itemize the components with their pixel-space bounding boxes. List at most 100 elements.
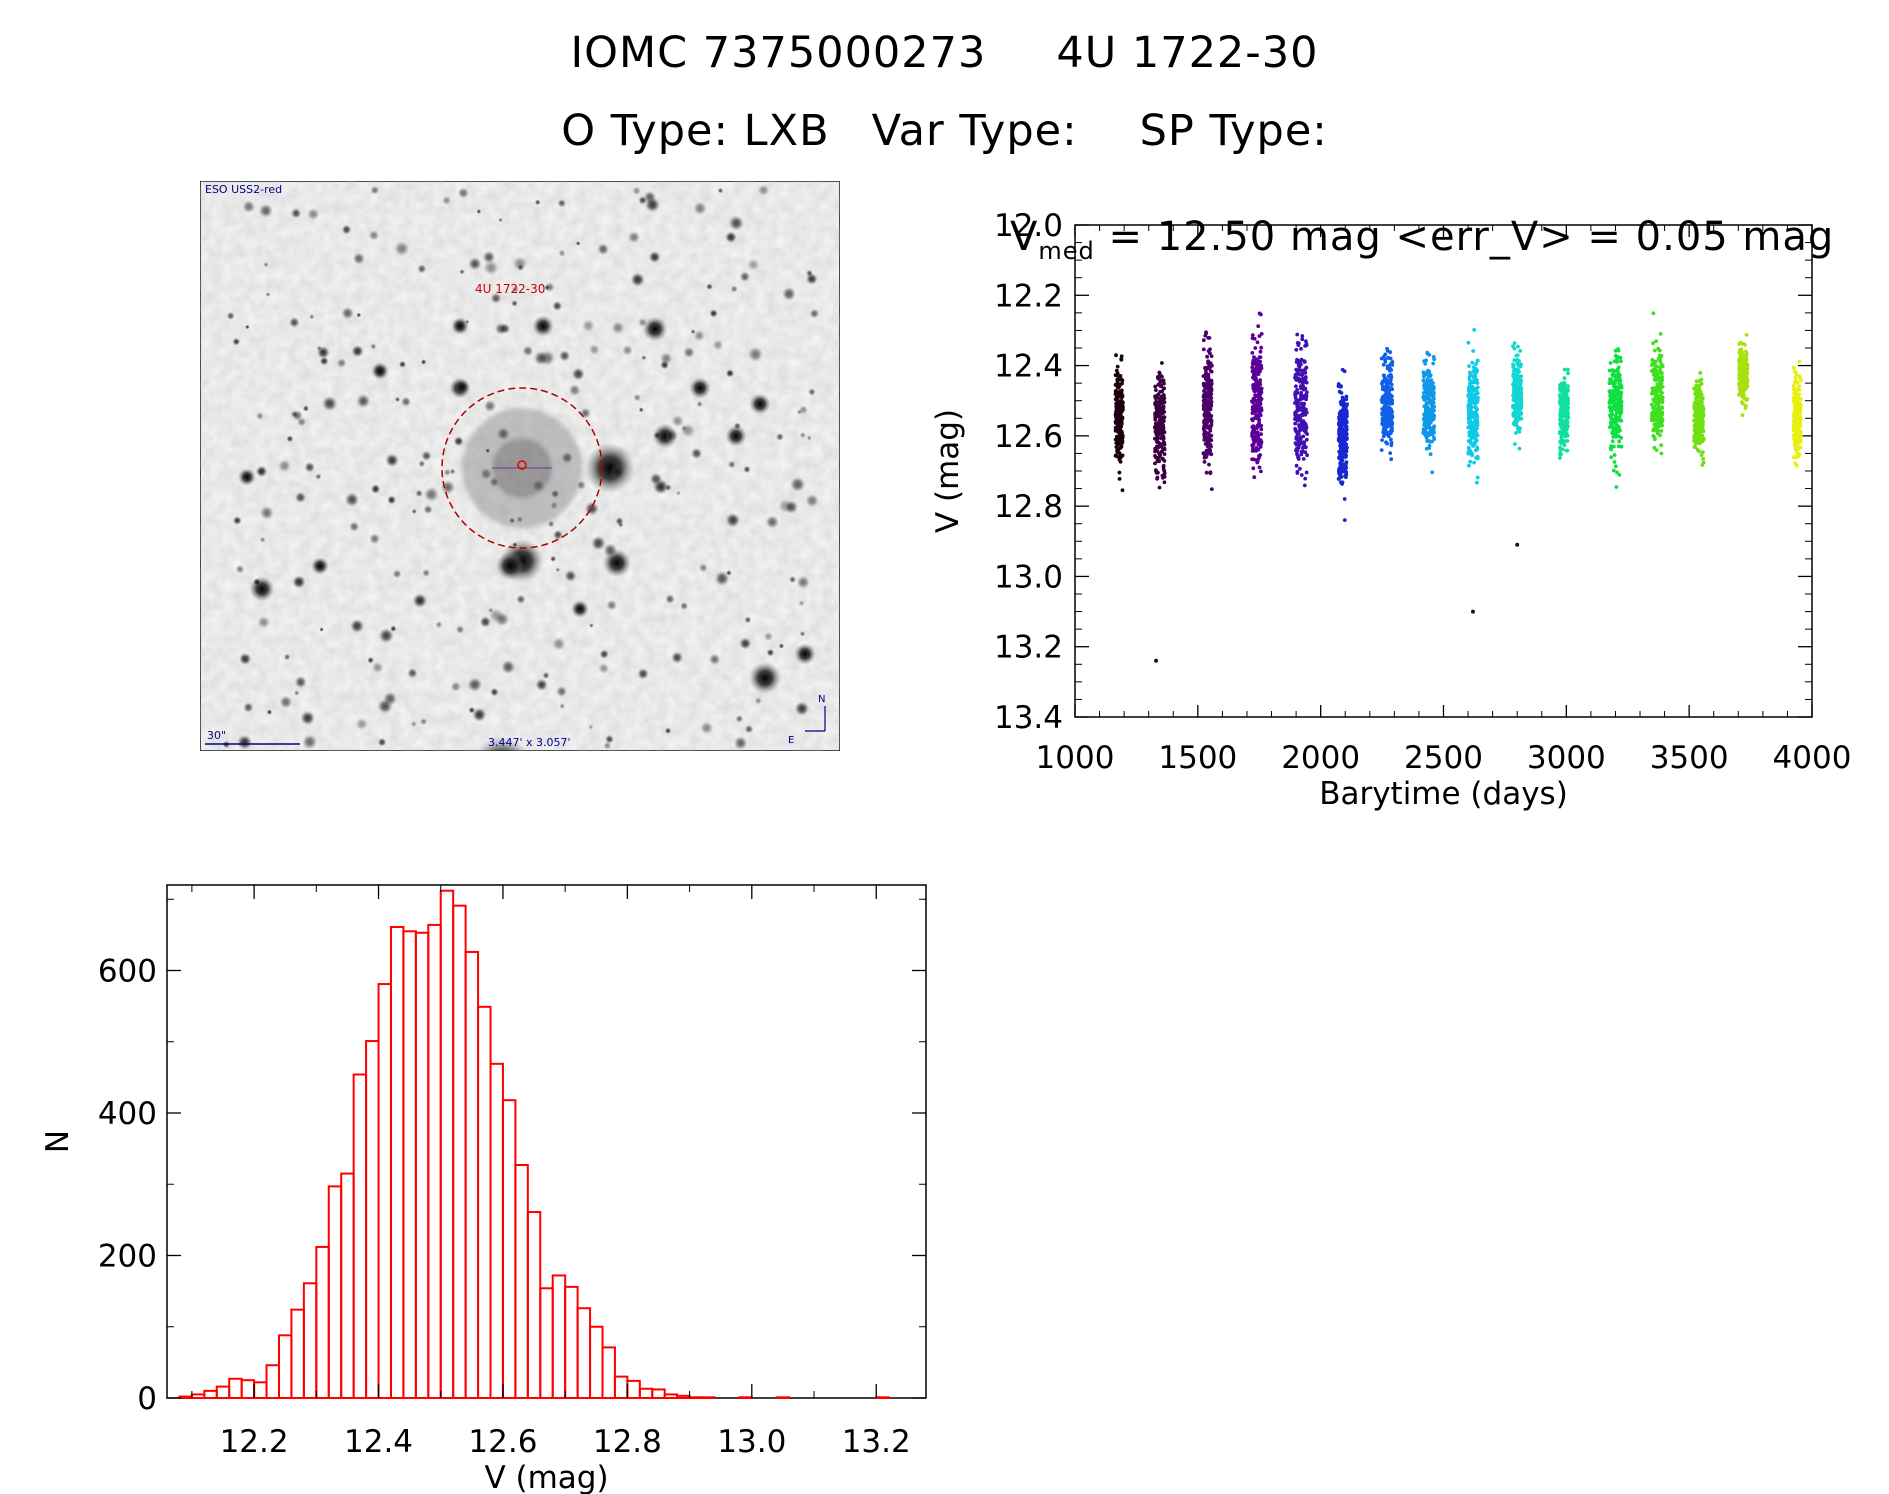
lc-x-tick-label: 3000 (1527, 740, 1606, 776)
star (277, 459, 292, 473)
lc-data-point (1208, 361, 1213, 365)
lc-data-point (1516, 344, 1520, 349)
lc-data-point (1120, 488, 1125, 493)
star (788, 575, 797, 584)
star (294, 491, 307, 504)
star (749, 393, 771, 415)
star (557, 198, 567, 208)
star (232, 516, 242, 525)
lc-data-point (1338, 463, 1343, 467)
star (531, 478, 546, 493)
lc-data-point (1617, 418, 1622, 423)
star (387, 495, 397, 505)
lc-data-point (1467, 398, 1471, 403)
lc-data-point (1796, 437, 1801, 442)
lc-data-point (1251, 446, 1255, 451)
lc-data-point (1468, 370, 1472, 375)
star (739, 271, 751, 283)
lc-data-point (1295, 469, 1300, 474)
lc-data-point (1294, 377, 1299, 382)
star (393, 240, 410, 257)
lc-data-point (1293, 427, 1298, 431)
lc-data-point (1159, 398, 1164, 403)
lc-data-point (1250, 365, 1255, 370)
star (257, 615, 271, 629)
lc-data-point (1250, 351, 1255, 355)
lc-data-point (1798, 415, 1803, 419)
lc-data-point (1204, 371, 1208, 376)
lc-data-point (1120, 404, 1124, 409)
hist-bar (228, 1377, 243, 1400)
hist-bar (477, 1005, 492, 1399)
lc-data-point (1380, 380, 1385, 385)
lc-data-point (1559, 437, 1564, 442)
lc-data-point (1649, 369, 1654, 373)
lc-data-point (1694, 427, 1699, 432)
lc-data-point (1344, 424, 1349, 429)
lc-data-point (1741, 373, 1746, 378)
star (571, 600, 589, 618)
lc-data-point (1470, 451, 1474, 456)
lc-data-point (1161, 378, 1166, 383)
star (808, 388, 816, 396)
star (421, 568, 431, 578)
lc-data-point (1259, 332, 1264, 336)
lc-data-point (1432, 404, 1436, 409)
lc-data-point (1299, 390, 1303, 395)
lc-data-point (1339, 460, 1344, 464)
lc-data-point (1558, 445, 1562, 450)
lc-data-point (1156, 414, 1160, 419)
lc-data-point (1475, 413, 1479, 417)
star (611, 320, 625, 335)
lc-data-point (1609, 424, 1614, 428)
lc-data-point (1301, 384, 1305, 389)
star (370, 343, 377, 350)
lc-data-point (1380, 416, 1385, 420)
lc-data-point (1386, 434, 1391, 439)
lc-data-point (1739, 356, 1744, 361)
lc-data-point (1700, 428, 1704, 433)
lc-data-point (1296, 443, 1300, 447)
lc-data-point (1431, 361, 1436, 366)
star (709, 309, 718, 318)
lc-data-point (1612, 384, 1616, 389)
star (627, 230, 641, 244)
lc-data-point (1472, 380, 1477, 385)
hist-bar (215, 1385, 231, 1399)
lc-data-point (1421, 429, 1426, 434)
star (455, 625, 465, 634)
star (378, 627, 395, 644)
lc-data-point (1473, 372, 1477, 377)
lc-data-point (1302, 427, 1307, 432)
star (243, 702, 254, 713)
lc-data-point (1475, 358, 1480, 363)
hist-bar (253, 1381, 268, 1400)
lc-data-point (1609, 455, 1614, 460)
lc-data-point (1253, 416, 1258, 420)
lc-data-point (1294, 447, 1299, 451)
star (450, 681, 462, 693)
lc-data-point (1695, 389, 1699, 393)
lc-data-point (1618, 402, 1623, 407)
star (292, 410, 303, 421)
lc-data-point (1468, 459, 1473, 464)
lc-data-point (1421, 370, 1426, 375)
lc-data-point (1155, 440, 1160, 445)
hist-bar (439, 889, 455, 1399)
star (714, 570, 730, 587)
lc-data-point (1557, 393, 1562, 398)
lc-data-point (1657, 353, 1662, 358)
hist-plot-frame (166, 884, 927, 1399)
star (556, 686, 568, 697)
lc-data-point (1514, 431, 1518, 435)
lc-data-point (1421, 378, 1426, 383)
hist-bar (277, 1334, 293, 1399)
lc-data-point (1294, 413, 1298, 418)
lc-data-point (1563, 425, 1568, 429)
lc-data-point (1257, 454, 1261, 458)
lc-data-point (1431, 355, 1436, 359)
hist-bar (414, 931, 430, 1400)
lc-data-point (1559, 400, 1564, 405)
lc-data-point (1696, 405, 1701, 409)
star (459, 269, 465, 275)
